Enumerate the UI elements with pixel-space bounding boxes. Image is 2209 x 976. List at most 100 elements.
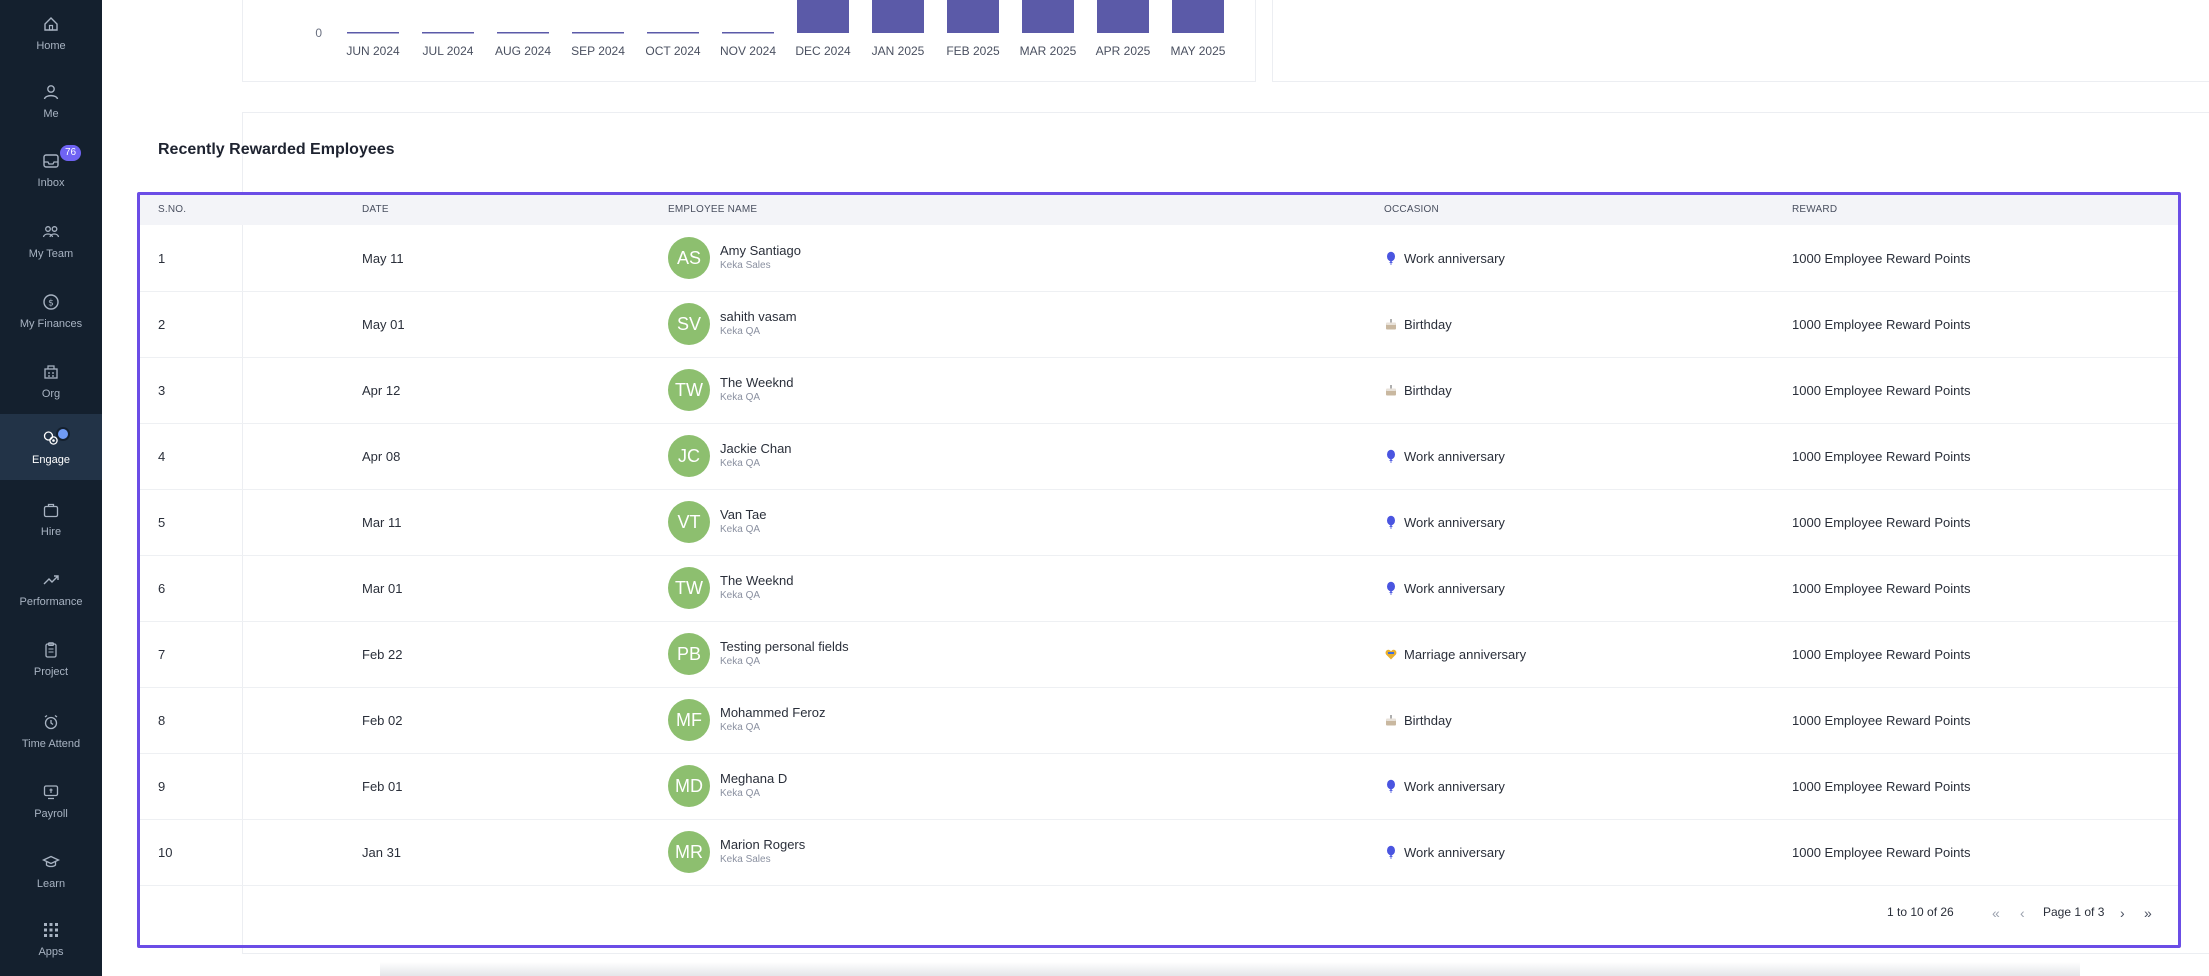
header-occasion[interactable]: OCCASION: [1384, 204, 1439, 215]
cell-occasion: Work anniversary: [1384, 555, 1505, 621]
cell-sno: 2: [158, 316, 166, 332]
table-row[interactable]: 4 Apr 08 JC Jackie Chan Keka QA Work annivers…: [140, 423, 2178, 490]
bar-jan-2025[interactable]: [872, 0, 924, 33]
cell-employee[interactable]: MD Meghana D Keka QA: [668, 753, 787, 819]
cell-employee[interactable]: AS Amy Santiago Keka Sales: [668, 225, 801, 291]
sidebar-item-label: Me: [43, 108, 59, 120]
cell-sno: 5: [158, 514, 166, 530]
employee-name[interactable]: Marion Rogers: [720, 837, 806, 852]
bar-nov-2024[interactable]: [722, 32, 774, 34]
avatar: MD: [668, 765, 710, 807]
bar-mar-2025[interactable]: [1022, 0, 1074, 33]
table-row[interactable]: 10 Jan 31 MR Marion Rogers Keka Sales Work an…: [140, 819, 2178, 886]
header-sno[interactable]: S.NO.: [158, 204, 187, 215]
employee-name[interactable]: Testing personal fields: [720, 639, 849, 654]
employee-name[interactable]: Van Tae: [720, 507, 767, 522]
employee-department: Keka QA: [720, 326, 761, 337]
sidebar-item-time-attend[interactable]: Time Attend: [0, 698, 102, 764]
table-row[interactable]: 9 Feb 01 MD Meghana D Keka QA Work anniversar…: [140, 753, 2178, 820]
cell-sno: 1: [158, 250, 166, 266]
sidebar-item-payroll[interactable]: Payroll: [0, 768, 102, 834]
table-row[interactable]: 6 Mar 01 TW The Weeknd Keka QA Work anniversa…: [140, 555, 2178, 622]
cell-sno: 3: [158, 382, 166, 398]
sidebar-item-project[interactable]: Project: [0, 626, 102, 692]
x-tick-label: JUL 2024: [423, 44, 474, 58]
sidebar-item-engage[interactable]: Engage: [0, 414, 102, 480]
cell-date: Apr 12: [362, 382, 401, 398]
cell-date: Mar 11: [362, 514, 402, 530]
prev-page-icon[interactable]: ‹: [2020, 905, 2025, 921]
bar-sep-2024[interactable]: [572, 32, 624, 34]
cell-reward: 1000 Employee Reward Points: [1792, 580, 1971, 596]
cell-employee[interactable]: JC Jackie Chan Keka QA: [668, 423, 792, 489]
grid-icon: [44, 923, 58, 937]
bar-jul-2024[interactable]: [422, 32, 474, 34]
sidebar-item-performance[interactable]: Performance: [0, 556, 102, 622]
last-page-icon[interactable]: »: [2144, 905, 2152, 921]
bar-aug-2024[interactable]: [497, 32, 549, 34]
bar-may-2025[interactable]: [1172, 0, 1224, 33]
table-row[interactable]: 5 Mar 11 VT Van Tae Keka QA Work anniversary 1…: [140, 489, 2178, 556]
sidebar-item-my-finances[interactable]: $ My Finances: [0, 278, 102, 344]
employee-name[interactable]: The Weeknd: [720, 375, 794, 390]
bar-dec-2024[interactable]: [797, 0, 849, 33]
employee-name[interactable]: Mohammed Feroz: [720, 705, 826, 720]
table-row[interactable]: 2 May 01 SV sahith vasam Keka QA Birthday 1000…: [140, 291, 2178, 358]
sidebar-item-my-team[interactable]: My Team: [0, 208, 102, 274]
balloon-icon: [1387, 581, 1395, 595]
rewards-chart-card: 0 JUN 2024 JUL 2024 AUG 2024 SEP 2024 OCT 202…: [242, 0, 1256, 82]
x-tick-label: MAR 2025: [1020, 44, 1077, 58]
occasion-label: Work anniversary: [1404, 514, 1505, 530]
rewards-bar-chart: 0 JUN 2024 JUL 2024 AUG 2024 SEP 2024 OCT 202…: [315, 0, 1226, 58]
bar-jun-2024[interactable]: [347, 32, 399, 34]
table-row[interactable]: 7 Feb 22 PB Testing personal fields Keka QA M…: [140, 621, 2178, 688]
cell-date: Jan 31: [362, 844, 402, 860]
bar-apr-2025[interactable]: [1097, 0, 1149, 33]
cell-employee[interactable]: MF Mohammed Feroz Keka QA: [668, 687, 825, 753]
table-row[interactable]: 8 Feb 02 MF Mohammed Feroz Keka QA Birthday 10…: [140, 687, 2178, 754]
bar-oct-2024[interactable]: [647, 32, 699, 34]
table-row[interactable]: 3 Apr 12 TW The Weeknd Keka QA Birthday 1000 E…: [140, 357, 2178, 424]
employee-name[interactable]: Meghana D: [720, 771, 788, 786]
sidebar-item-me[interactable]: Me: [0, 68, 102, 134]
cell-employee[interactable]: SV sahith vasam Keka QA: [668, 291, 797, 357]
cell-reward: 1000 Employee Reward Points: [1792, 448, 1971, 464]
sidebar-item-org[interactable]: Org: [0, 348, 102, 414]
cell-employee[interactable]: VT Van Tae Keka QA: [668, 489, 767, 555]
employee-name[interactable]: Jackie Chan: [720, 441, 792, 456]
first-page-icon[interactable]: «: [1992, 905, 2000, 921]
sidebar-item-hire[interactable]: Hire: [0, 486, 102, 552]
main-content: 0 JUN 2024 JUL 2024 AUG 2024 SEP 2024 OCT 202…: [102, 0, 2209, 976]
cell-reward: 1000 Employee Reward Points: [1792, 712, 1971, 728]
cell-date: Apr 08: [362, 448, 401, 464]
cell-employee[interactable]: PB Testing personal fields Keka QA: [668, 621, 849, 687]
cell-sno: 6: [158, 580, 166, 596]
employee-name[interactable]: Amy Santiago: [720, 243, 801, 258]
cell-occasion: Birthday: [1384, 687, 1452, 753]
employee-department: Keka QA: [720, 788, 761, 799]
bar-feb-2025[interactable]: [947, 0, 999, 33]
sidebar-item-label: Project: [33, 666, 69, 678]
sidebar-item-learn[interactable]: Learn: [0, 838, 102, 904]
cell-employee[interactable]: TW The Weeknd Keka QA: [668, 357, 793, 423]
clipboard-icon: [45, 642, 57, 658]
occasion-label: Marriage anniversary: [1404, 646, 1527, 662]
cell-employee[interactable]: TW The Weeknd Keka QA: [668, 555, 793, 621]
sidebar-item-apps[interactable]: Apps: [0, 906, 102, 972]
sidebar-item-label: Engage: [32, 454, 70, 466]
table-row[interactable]: 1 May 11 AS Amy Santiago Keka Sales Work anni…: [140, 225, 2178, 292]
header-reward[interactable]: REWARD: [1792, 204, 1838, 215]
employee-info: The Weeknd Keka QA: [720, 573, 793, 603]
employee-department: Keka QA: [720, 392, 761, 403]
balloon-icon: [1387, 449, 1395, 463]
sidebar-item-home[interactable]: Home: [0, 0, 102, 66]
next-page-icon[interactable]: ›: [2120, 905, 2125, 921]
cell-employee[interactable]: MR Marion Rogers Keka Sales: [668, 819, 805, 885]
employee-name[interactable]: The Weeknd: [720, 573, 794, 588]
header-employee-name[interactable]: EMPLOYEE NAME: [668, 204, 758, 215]
sidebar-item-label: Home: [36, 40, 66, 52]
header-date[interactable]: DATE: [362, 204, 389, 215]
sidebar-item-label: Org: [41, 388, 61, 400]
sidebar-item-inbox[interactable]: Inbox 76: [0, 137, 102, 203]
employee-name[interactable]: sahith vasam: [720, 309, 797, 324]
